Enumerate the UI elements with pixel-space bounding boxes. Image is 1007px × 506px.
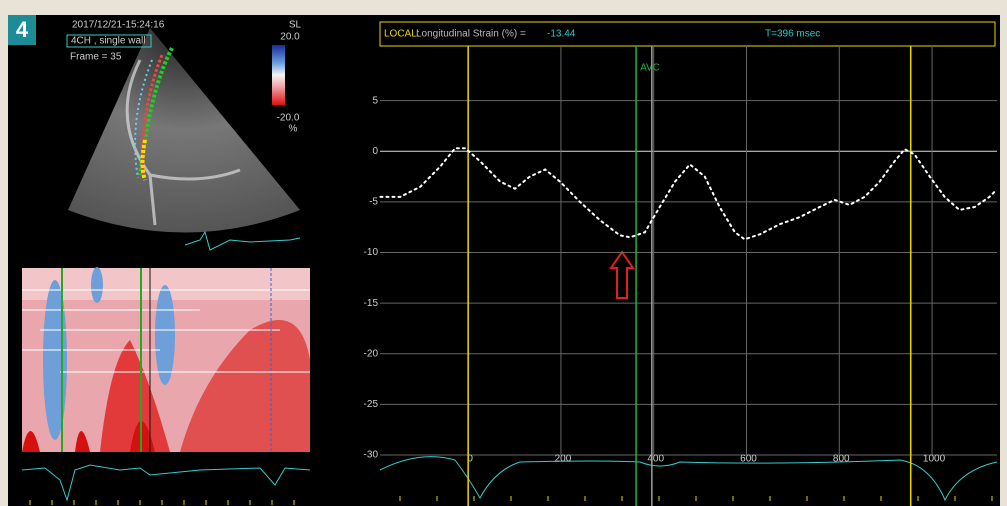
map-blob (180, 320, 310, 452)
header-mode: LOCAL: (384, 29, 420, 40)
echo-wall (125, 59, 241, 226)
panel-number: 4 (16, 17, 29, 42)
view: 4CH , single wall (71, 36, 145, 47)
x-tick-label: 800 (833, 454, 850, 465)
map-blob (91, 267, 103, 303)
colorbar-max: 20.0 (280, 32, 300, 43)
header-time: T=396 msec (765, 29, 820, 40)
map-blob (155, 285, 175, 385)
x-tick-label: 400 (647, 454, 664, 465)
map-blob (100, 340, 170, 452)
colorbar-title: SL (289, 20, 302, 31)
header-box (379, 21, 996, 47)
y-tick-label: 0 (372, 146, 378, 157)
left-ecg (21, 464, 311, 502)
x-tick-label: 1000 (923, 454, 946, 465)
wall-trace (140, 139, 147, 181)
map-streak (22, 289, 310, 373)
x-tick-label: 200 (555, 454, 572, 465)
timestamp: 2017/12/21-15:24:16 (72, 20, 165, 31)
y-tick-label: -5 (369, 197, 378, 208)
map-blob (43, 280, 67, 440)
y-tick-label: -10 (364, 247, 379, 258)
strain-curve (379, 147, 998, 241)
wall-trace (134, 59, 153, 179)
view-box (66, 34, 152, 48)
colorbar-unit: % (289, 124, 298, 135)
colorbar-min: -20.0 (277, 113, 300, 124)
marker-label: AVC (640, 63, 660, 74)
wall-trace (138, 47, 174, 176)
x-tick-label: 600 (740, 454, 757, 465)
x-tick-label: 0 (467, 454, 473, 465)
chart-ecg (379, 456, 998, 502)
header-reading: -13.44 (547, 29, 576, 40)
y-tick-label: -20 (364, 348, 379, 359)
y-tick-label: -30 (364, 450, 379, 461)
header-measure: Longitudinal Strain (%) = (416, 29, 526, 40)
y-tick-label: -25 (364, 399, 379, 410)
y-tick-label: -15 (364, 298, 379, 309)
echo-fan (68, 28, 300, 233)
frame: Frame = 35 (70, 52, 122, 63)
y-tick-label: 5 (372, 95, 378, 106)
mini-ecg (184, 230, 301, 251)
panel-badge (8, 15, 36, 45)
colorbar (272, 45, 285, 105)
arrow (609, 250, 635, 299)
